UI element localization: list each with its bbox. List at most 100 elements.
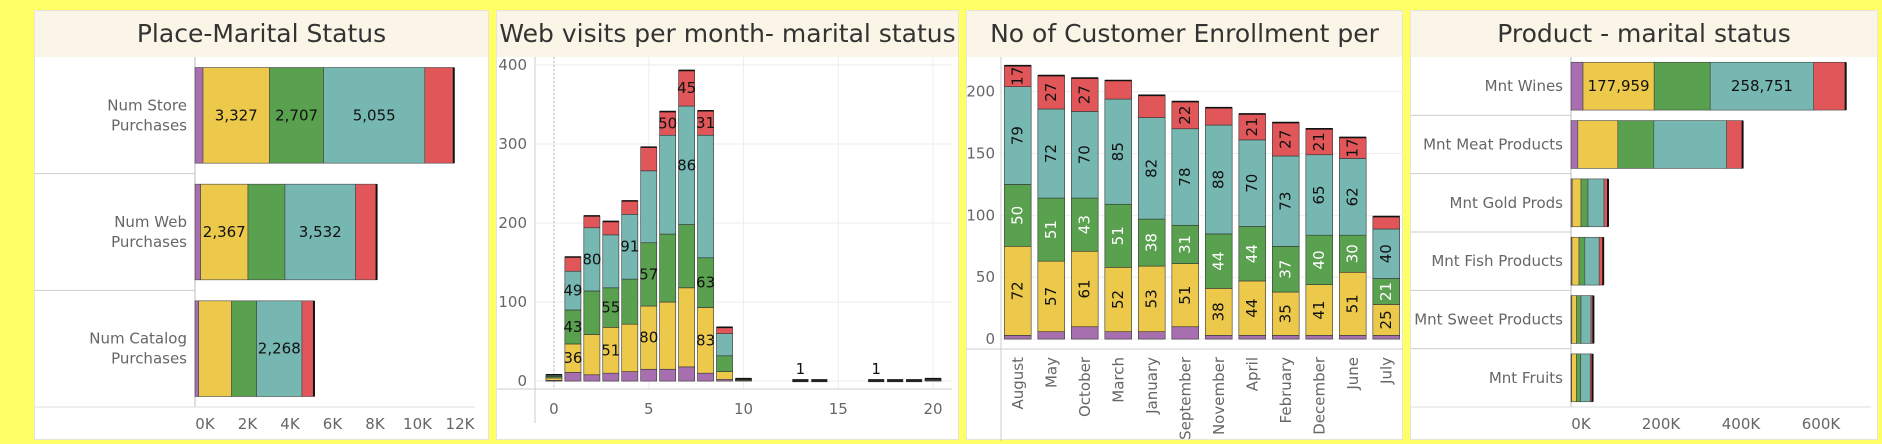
data-label: 80 [582, 250, 601, 268]
bar-segment [301, 300, 315, 397]
data-label: 30 [1344, 244, 1362, 263]
bar-segment [659, 134, 677, 235]
category-label: Mnt Sweet Products [1414, 311, 1563, 329]
bar-segment [1339, 271, 1367, 336]
bar-segment [1071, 77, 1099, 112]
bar-segment [621, 200, 639, 215]
bar-segment [1584, 236, 1600, 286]
tick-label: 200 [967, 83, 995, 101]
data-label: 3,327 [215, 106, 258, 124]
bar-segment [564, 256, 582, 272]
category-label: November [1210, 356, 1228, 435]
data-label: 43 [563, 318, 582, 336]
bar-segment [1138, 331, 1166, 340]
data-label: 51 [1344, 294, 1362, 313]
data-label: 38 [1143, 233, 1161, 252]
data-label: 177,959 [1588, 77, 1650, 95]
bar-segment [1272, 335, 1300, 340]
category-label: Num Catalog [89, 330, 187, 348]
category-label: December [1310, 356, 1328, 435]
data-label: 91 [620, 238, 639, 256]
bar-segment [1205, 124, 1233, 235]
category-label: June [1344, 357, 1362, 391]
bar-segment [1571, 353, 1577, 403]
tick-label: 12K [446, 415, 476, 433]
tick-label: 0K [1571, 415, 1592, 433]
bar-segment [269, 67, 324, 164]
data-label: 2,367 [203, 223, 246, 241]
data-label: 88 [1210, 170, 1228, 189]
bar-segment [1653, 61, 1711, 111]
bar-segment [716, 333, 733, 357]
bar-segment [1071, 326, 1099, 340]
data-label: 70 [1243, 174, 1261, 193]
bar-segment [1205, 335, 1233, 340]
bar-segment [678, 366, 695, 382]
category-label: April [1243, 357, 1261, 391]
bar-segment [1372, 216, 1400, 230]
data-label: 21 [1377, 282, 1395, 301]
bar-segment [811, 379, 828, 383]
chart-title: Web visits per month- marital status [497, 11, 958, 57]
data-label: 53 [1143, 289, 1161, 308]
bar-segment [887, 379, 904, 383]
bar-segment [906, 379, 923, 383]
data-label: 25 [1377, 310, 1395, 329]
bar-segment [602, 372, 620, 382]
tick-label: 0 [985, 330, 995, 348]
bar-segment [868, 379, 885, 383]
bar-segment [231, 300, 257, 397]
chart-title: Product - marital status [1411, 11, 1877, 57]
data-label: 1 [871, 360, 881, 378]
data-label: 57 [1042, 287, 1060, 306]
data-label: 1 [796, 360, 806, 378]
bar-segment [1104, 267, 1132, 332]
bar-segment [1138, 117, 1166, 220]
bar-segment [716, 355, 733, 372]
bar-segment [1339, 234, 1367, 273]
bar-segment [1813, 61, 1846, 111]
data-label: 50 [658, 114, 677, 132]
data-label: 72 [1009, 281, 1027, 300]
bar-segment [545, 377, 563, 381]
bar-segment [1205, 288, 1233, 336]
category-label: July [1377, 357, 1395, 385]
bar-segment [1617, 120, 1655, 169]
data-label: 79 [1009, 126, 1027, 145]
category-label: Purchases [111, 233, 187, 251]
data-label: 51 [1042, 220, 1060, 239]
data-label: 31 [1176, 235, 1194, 254]
bar-segment [1171, 128, 1199, 226]
bar-segment [640, 368, 658, 382]
data-label: 22 [1176, 106, 1194, 125]
category-label: Num Web [114, 213, 187, 231]
bar-segment [716, 327, 733, 334]
bar-segment [1272, 155, 1300, 247]
data-label: 49 [563, 282, 582, 300]
bar-segment [200, 183, 249, 281]
data-label: 40 [1310, 250, 1328, 269]
bar-segment [1071, 250, 1099, 328]
bar-segment [1138, 218, 1166, 267]
bar-segment [583, 334, 601, 376]
chart-enrollment: 0 50 100 150 200 72 50 79 17 August 57 51 72 27 May 61 4… [967, 57, 1403, 441]
bar-segment [1305, 128, 1333, 156]
data-label: 17 [1009, 67, 1027, 86]
chart-product-marital: Mnt Wines 177,959 258,751 Mnt Meat Products… [1411, 57, 1871, 433]
bar-segment [659, 368, 677, 382]
tick-label: 10 [734, 400, 753, 418]
bar-segment [323, 67, 426, 164]
bar-segment [1571, 178, 1582, 228]
bar-segment [1580, 353, 1591, 403]
bar-segment [583, 290, 601, 335]
data-label: 80 [639, 329, 658, 347]
category-label: Mnt Gold Prods [1450, 194, 1564, 212]
tick-label: 15 [829, 400, 848, 418]
data-label: 65 [1310, 185, 1328, 204]
bar-segment [1305, 154, 1333, 236]
data-label: 27 [1277, 130, 1295, 149]
bar-segment [1071, 197, 1099, 252]
data-label: 2,707 [275, 106, 318, 124]
data-label: 83 [696, 331, 715, 349]
bar-segment [1037, 331, 1065, 340]
